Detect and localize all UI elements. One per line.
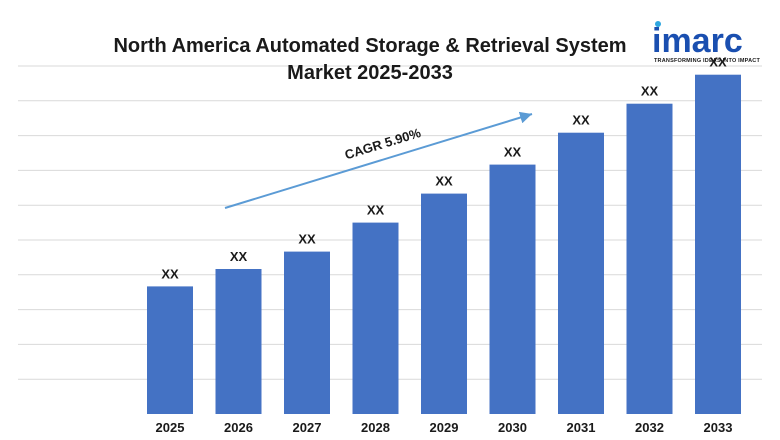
- data-label-2029: XX: [435, 174, 453, 189]
- chart-title-line-1: North America Automated Storage & Retrie…: [113, 35, 626, 57]
- x-tick-2029: 2029: [430, 420, 459, 435]
- bars: [147, 74, 741, 414]
- bar-2033: [695, 74, 741, 414]
- logo-wordmark: imarc: [652, 22, 743, 60]
- x-tick-2028: 2028: [361, 420, 390, 435]
- data-label-2033: XX: [709, 55, 727, 70]
- data-label-2032: XX: [641, 84, 659, 99]
- logo-dot-icon: [655, 21, 661, 27]
- bar-2030: [489, 164, 536, 414]
- data-label-2025: XX: [161, 266, 179, 281]
- x-tick-2025: 2025: [156, 420, 185, 435]
- data-label-2031: XX: [572, 113, 590, 128]
- bar-2029: [421, 193, 467, 414]
- chart-title-line-2: Market 2025-2033: [287, 62, 453, 84]
- x-tick-2031: 2031: [567, 420, 596, 435]
- bar-2032: [626, 103, 673, 414]
- x-tick-2032: 2032: [635, 420, 664, 435]
- x-tick-2027: 2027: [293, 420, 322, 435]
- bar-2026: [215, 269, 262, 414]
- data-labels: XX XX XX XX XX XX XX XX XX: [161, 55, 727, 282]
- cagr-arrow: [224, 111, 533, 209]
- data-label-2027: XX: [298, 232, 316, 247]
- imarc-logo: imarc TRANSFORMING IDEAS INTO IMPACT: [652, 21, 760, 64]
- data-label-2028: XX: [367, 203, 385, 218]
- bar-2027: [284, 251, 330, 414]
- x-axis-tick-labels: 2025 2026 2027 2028 2029 2030 2031 2032 2033: [156, 420, 733, 435]
- data-label-2030: XX: [504, 145, 522, 160]
- bar-2031: [558, 132, 604, 414]
- x-tick-2030: 2030: [498, 420, 527, 435]
- cagr-label: CAGR 5.90%: [343, 125, 423, 162]
- x-tick-2033: 2033: [704, 420, 733, 435]
- logo-tagline: TRANSFORMING IDEAS INTO IMPACT: [654, 58, 760, 64]
- bar-2028: [352, 222, 399, 414]
- data-label-2026: XX: [230, 249, 248, 264]
- cagr-annotation: CAGR 5.90%: [224, 111, 533, 209]
- bar-2025: [147, 286, 193, 414]
- x-tick-2026: 2026: [224, 420, 253, 435]
